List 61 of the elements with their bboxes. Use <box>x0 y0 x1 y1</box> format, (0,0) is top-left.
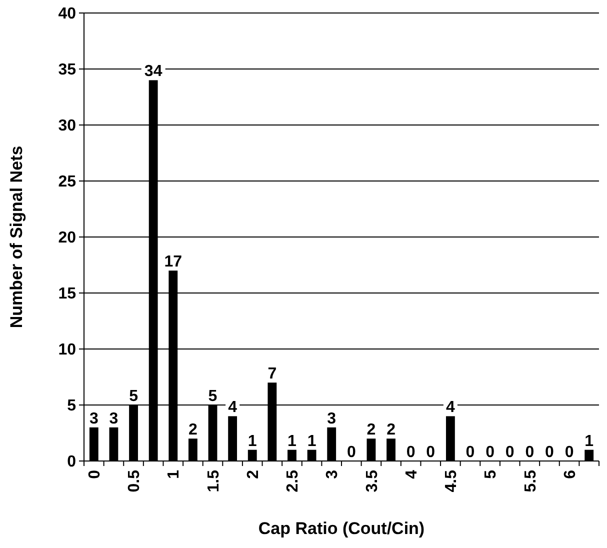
data-label: 5 <box>129 388 138 405</box>
y-tick-label: 30 <box>58 118 76 135</box>
data-label: 4 <box>446 399 455 416</box>
y-tick-label: 25 <box>58 174 76 191</box>
data-label: 4 <box>228 399 238 416</box>
data-label: 1 <box>307 432 316 450</box>
data-label: 2 <box>366 422 376 439</box>
data-label: 3 <box>89 410 98 428</box>
data-label: 5 <box>208 388 218 405</box>
x-tick-label: 5 <box>482 470 500 479</box>
data-label: 0 <box>545 444 554 461</box>
data-label: 0 <box>505 444 514 461</box>
bar <box>446 416 455 461</box>
bar <box>109 427 118 461</box>
bar <box>288 450 296 461</box>
data-label: 1 <box>248 432 257 450</box>
bar <box>386 438 396 461</box>
x-tick-label: 6 <box>562 470 579 479</box>
data-label: 1 <box>288 432 297 450</box>
data-label: 3 <box>327 410 336 428</box>
data-label: 3 <box>109 410 118 428</box>
x-tick-label: 0.5 <box>126 470 144 492</box>
data-label: 34 <box>144 63 162 80</box>
x-tick-label: 5.5 <box>522 470 540 492</box>
bar <box>89 427 98 461</box>
x-tick-label: 2 <box>244 470 262 479</box>
x-axis-title: Cap Ratio (Cout/Cin) <box>258 519 425 538</box>
bar <box>248 450 257 461</box>
data-label: 2 <box>386 422 396 439</box>
x-tick-label: 4.5 <box>443 470 460 492</box>
y-tick-label: 15 <box>58 286 76 303</box>
y-tick-label: 10 <box>58 342 76 359</box>
bar <box>366 438 376 461</box>
data-label: 0 <box>426 444 436 461</box>
x-tick-label: 2.5 <box>284 470 302 492</box>
data-label: 0 <box>346 444 356 461</box>
x-tick-label: 4 <box>403 470 420 479</box>
data-label: 0 <box>466 444 475 461</box>
bar <box>228 416 238 461</box>
x-tick-label: 0 <box>86 470 104 479</box>
x-tick-label: 1.5 <box>205 470 222 492</box>
y-tick-label: 40 <box>58 6 76 23</box>
data-label: 0 <box>486 444 495 461</box>
bar <box>188 438 198 461</box>
data-label: 0 <box>406 444 416 461</box>
data-label: 0 <box>564 444 574 461</box>
y-tick-label: 35 <box>58 62 76 79</box>
y-tick-label: 20 <box>58 230 76 247</box>
data-label: 0 <box>525 444 534 461</box>
data-label: 1 <box>584 432 594 450</box>
x-tick-label: 1 <box>166 470 183 479</box>
bar <box>327 427 336 461</box>
bar <box>584 450 594 461</box>
x-tick-label: 3 <box>324 470 342 479</box>
data-label: 2 <box>188 422 198 439</box>
data-label: 7 <box>268 366 277 383</box>
bar <box>307 450 316 461</box>
data-label: 17 <box>164 254 182 271</box>
y-tick-label: 5 <box>67 398 76 415</box>
y-axis-title: Number of Signal Nets <box>7 146 26 328</box>
x-tick-label: 3.5 <box>364 470 381 492</box>
